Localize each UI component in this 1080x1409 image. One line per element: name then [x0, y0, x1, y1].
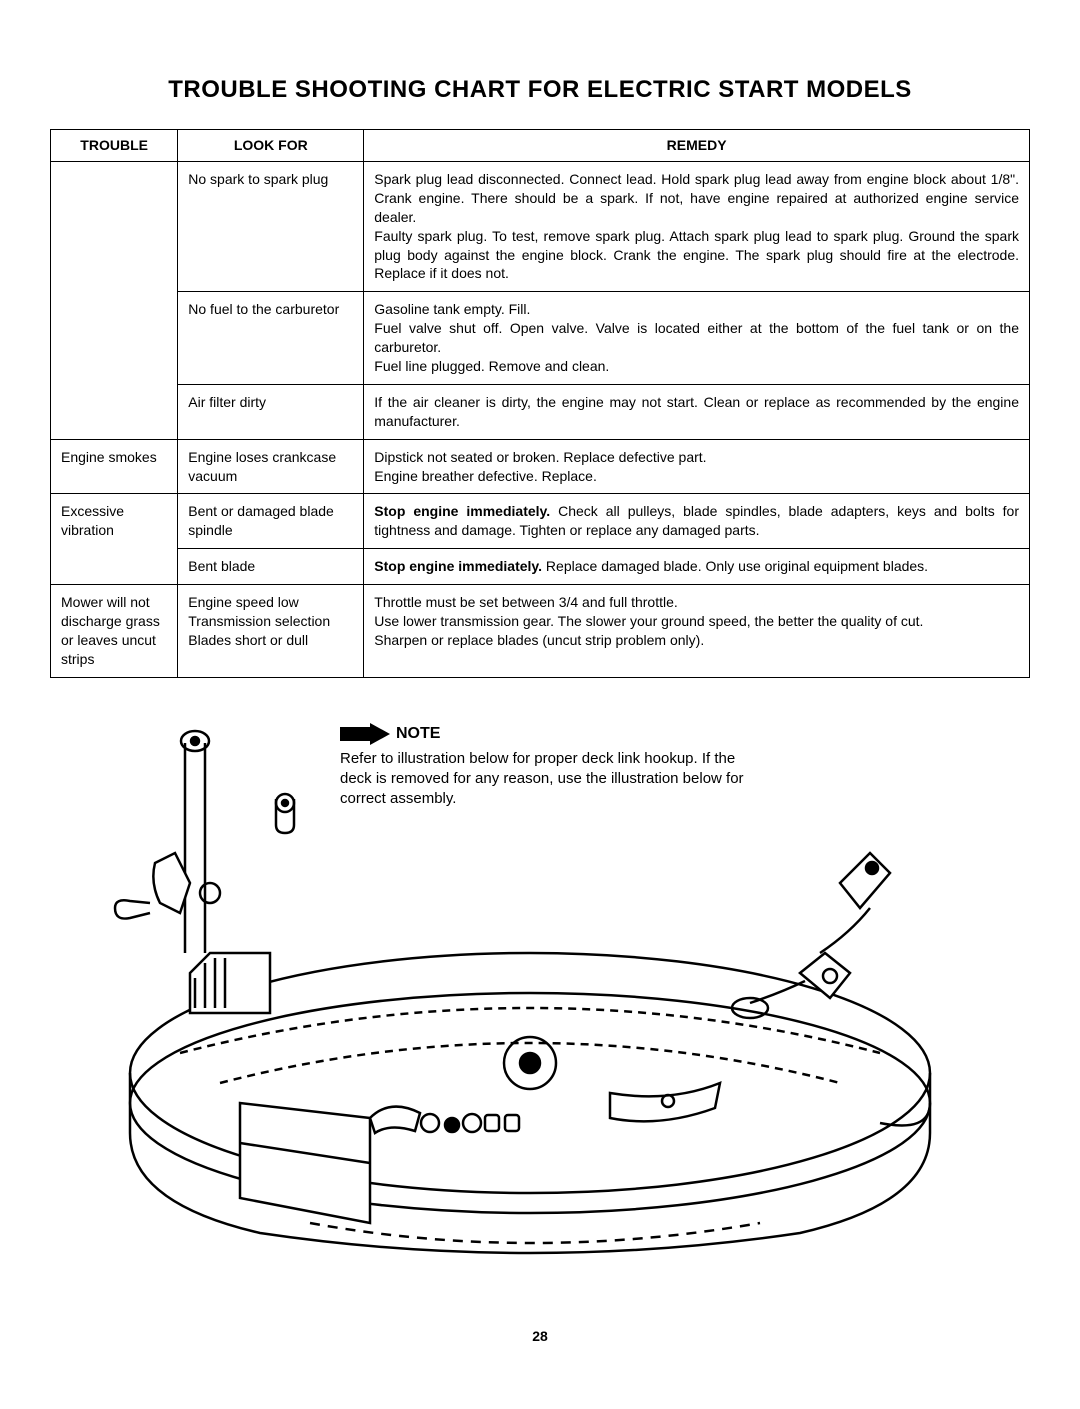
note-text: Refer to illustration below for proper d…	[340, 749, 770, 810]
table-row: Engine smokesEngine loses crankcase vacu…	[51, 439, 1030, 494]
page-number: 28	[50, 1328, 1030, 1344]
note-block: NOTE Refer to illustration below for pro…	[340, 723, 770, 810]
cell-remedy: If the air cleaner is dirty, the engine …	[364, 384, 1030, 439]
cell-lookfor: Bent blade	[178, 549, 364, 585]
cell-remedy: Stop engine immediately. Replace damaged…	[364, 549, 1030, 585]
cell-lookfor: No spark to spark plug	[178, 161, 364, 291]
table-row: No spark to spark plugSpark plug lead di…	[51, 161, 1030, 291]
cell-remedy: Spark plug lead disconnected. Connect le…	[364, 161, 1030, 291]
cell-trouble	[51, 161, 178, 439]
page-title: TROUBLE SHOOTING CHART FOR ELECTRIC STAR…	[50, 76, 1030, 104]
note-arrow-icon	[340, 723, 390, 745]
cell-remedy: Stop engine immediately. Check all pulle…	[364, 494, 1030, 549]
table-row: Excessive vibrationBent or damaged blade…	[51, 494, 1030, 549]
cell-remedy: Dipstick not seated or broken. Replace d…	[364, 439, 1030, 494]
table-row: Mower will not discharge grass or leaves…	[51, 585, 1030, 678]
cell-trouble: Engine smokes	[51, 439, 178, 494]
note-section: NOTE Refer to illustration below for pro…	[50, 703, 1030, 1323]
cell-trouble: Mower will not discharge grass or leaves…	[51, 585, 178, 678]
cell-trouble: Excessive vibration	[51, 494, 178, 585]
cell-lookfor: No fuel to the carburetor	[178, 292, 364, 385]
table-row: No fuel to the carburetorGasoline tank e…	[51, 292, 1030, 385]
cell-lookfor: Engine loses crankcase vacuum	[178, 439, 364, 494]
table-row: Air filter dirtyIf the air cleaner is di…	[51, 384, 1030, 439]
cell-remedy: Throttle must be set between 3/4 and ful…	[364, 585, 1030, 678]
cell-lookfor: Air filter dirty	[178, 384, 364, 439]
header-lookfor: LOOK FOR	[178, 130, 364, 162]
header-remedy: REMEDY	[364, 130, 1030, 162]
cell-lookfor: Bent or damaged blade spindle	[178, 494, 364, 549]
cell-remedy: Gasoline tank empty. Fill.Fuel valve shu…	[364, 292, 1030, 385]
cell-lookfor: Engine speed lowTransmission selectionBl…	[178, 585, 364, 678]
table-row: Bent bladeStop engine immediately. Repla…	[51, 549, 1030, 585]
header-trouble: TROUBLE	[51, 130, 178, 162]
note-label: NOTE	[396, 723, 440, 745]
troubleshooting-table: TROUBLE LOOK FOR REMEDY No spark to spar…	[50, 129, 1030, 678]
table-body: No spark to spark plugSpark plug lead di…	[51, 161, 1030, 677]
